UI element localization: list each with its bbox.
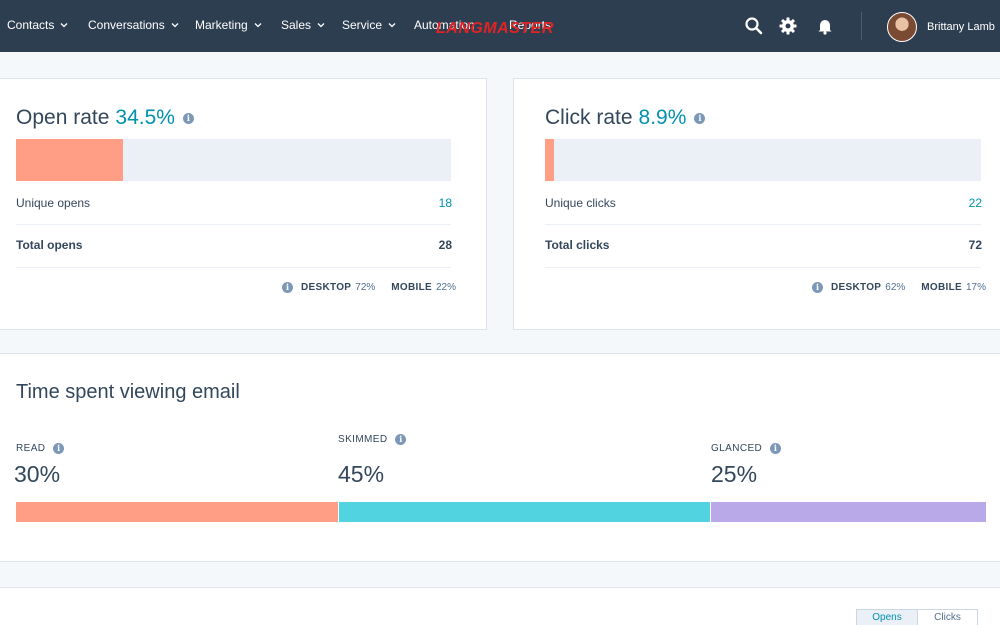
nav-item-automation[interactable]: Automation	[414, 18, 475, 32]
glanced-percent: 25%	[711, 461, 758, 487]
info-icon[interactable]: i	[53, 443, 65, 454]
time-spent-card	[0, 353, 1000, 562]
info-icon[interactable]: i	[812, 282, 823, 293]
unique-clicks-label: Unique clicks	[545, 196, 616, 210]
info-icon[interactable]: i	[282, 282, 293, 293]
unique-opens-value[interactable]: 18	[438, 196, 452, 210]
chevron-down-icon	[253, 20, 263, 30]
open-rate-bar-fill	[16, 139, 123, 181]
bell-icon[interactable]	[815, 16, 835, 36]
chevron-down-icon	[387, 20, 397, 30]
glanced-segment	[711, 502, 986, 522]
open-rate-card	[0, 78, 487, 330]
total-clicks-value: 72	[968, 238, 982, 252]
watermark-logo: LANGMASTER	[436, 20, 554, 37]
nav-item-service[interactable]: Service	[342, 18, 397, 32]
gear-icon[interactable]	[778, 16, 798, 36]
toggle-clicks[interactable]: Clicks	[917, 609, 978, 625]
skimmed-percent: 45%	[338, 461, 385, 487]
search-icon[interactable]	[744, 16, 764, 36]
click-rate-bar	[545, 139, 981, 181]
nav-item-marketing[interactable]: Marketing	[195, 18, 263, 32]
time-spent-title: Time spent viewing email	[16, 381, 240, 403]
total-opens-value: 28	[438, 238, 452, 252]
unique-clicks-value[interactable]: 22	[968, 196, 982, 210]
open-device-breakdown: i DESKTOP 72% MOBILE 22%	[282, 282, 456, 293]
toggle-opens[interactable]: Opens	[856, 609, 918, 625]
nav-item-reports[interactable]: Reports	[509, 18, 552, 32]
read-percent: 30%	[14, 461, 61, 487]
avatar[interactable]	[887, 12, 917, 42]
chevron-down-icon	[316, 20, 326, 30]
engagement-card	[0, 587, 1000, 625]
info-icon[interactable]: i	[182, 112, 194, 124]
divider	[545, 224, 981, 225]
open-rate-title: Open rate 34.5% i	[16, 106, 194, 130]
skimmed-label: SKIMMED i	[338, 434, 407, 445]
nav-item-sales[interactable]: Sales	[281, 18, 326, 32]
unique-opens-label: Unique opens	[16, 196, 91, 210]
nav-item-conversations[interactable]: Conversations	[88, 18, 180, 32]
nav-divider	[861, 12, 862, 40]
glanced-label: GLANCED i	[711, 443, 782, 454]
divider	[16, 224, 451, 225]
divider	[16, 267, 451, 268]
divider	[545, 267, 981, 268]
skimmed-segment	[339, 502, 710, 522]
click-rate-value: 8.9%	[638, 106, 687, 129]
click-rate-bar-fill	[545, 139, 554, 181]
info-icon[interactable]: i	[770, 443, 782, 454]
top-navigation: Contacts Conversations Marketing Sales S…	[0, 0, 1000, 52]
click-rate-title: Click rate 8.9% i	[545, 106, 706, 130]
nav-item-contacts[interactable]: Contacts	[7, 18, 69, 32]
click-rate-card	[513, 78, 1000, 330]
open-rate-bar	[16, 139, 451, 181]
chevron-down-icon	[59, 20, 69, 30]
total-opens-label: Total opens	[16, 238, 83, 252]
click-device-breakdown: i DESKTOP 62% MOBILE 17%	[812, 282, 986, 293]
info-icon[interactable]: i	[694, 112, 706, 124]
chevron-down-icon	[170, 20, 180, 30]
read-segment	[16, 502, 338, 522]
total-clicks-label: Total clicks	[545, 238, 610, 252]
read-label: READ i	[16, 443, 65, 454]
info-icon[interactable]: i	[395, 434, 407, 445]
user-name[interactable]: Brittany Lamb	[927, 21, 995, 33]
open-rate-value: 34.5%	[115, 106, 175, 129]
